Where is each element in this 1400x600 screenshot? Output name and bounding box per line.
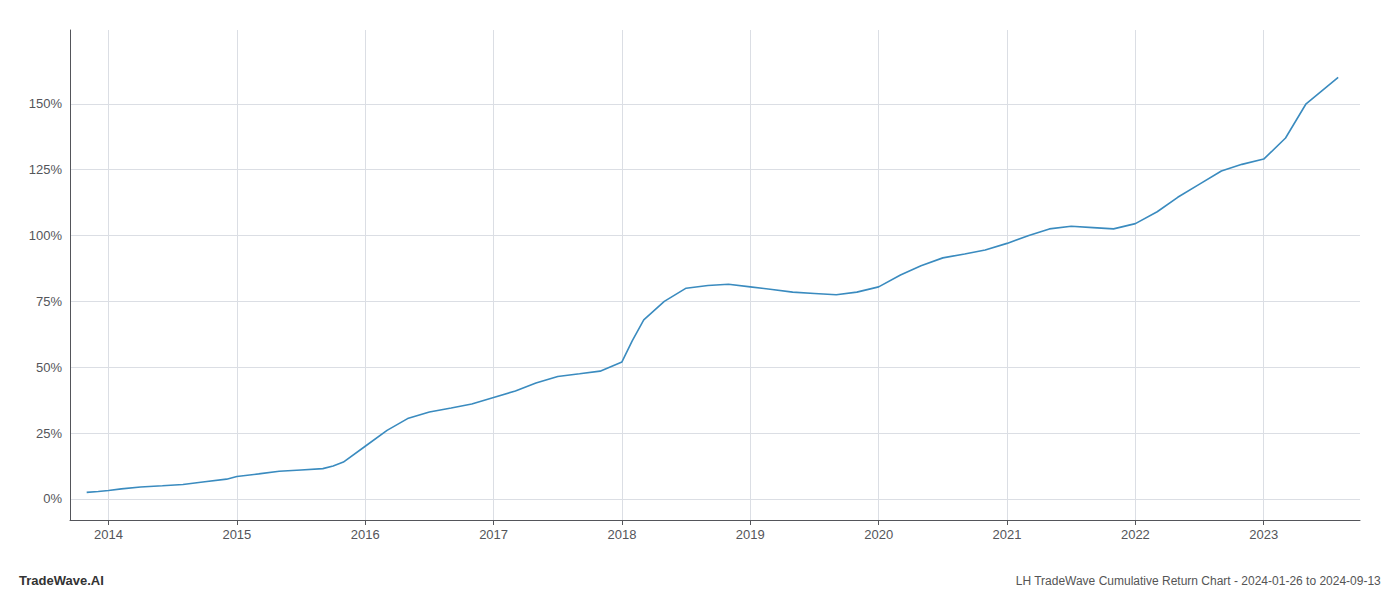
svg-text:LH TradeWave Cumulative Return: LH TradeWave Cumulative Return Chart - 2…	[1016, 574, 1381, 588]
svg-text:2019: 2019	[736, 527, 765, 542]
svg-text:TradeWave.AI: TradeWave.AI	[19, 573, 104, 588]
svg-text:2021: 2021	[993, 527, 1022, 542]
svg-text:2023: 2023	[1249, 527, 1278, 542]
svg-text:2014: 2014	[94, 527, 123, 542]
svg-text:50%: 50%	[36, 360, 62, 375]
svg-text:100%: 100%	[29, 228, 63, 243]
svg-text:2020: 2020	[864, 527, 893, 542]
svg-text:2018: 2018	[607, 527, 636, 542]
svg-text:0%: 0%	[43, 491, 62, 506]
svg-text:75%: 75%	[36, 294, 62, 309]
svg-text:2022: 2022	[1121, 527, 1150, 542]
svg-text:2017: 2017	[479, 527, 508, 542]
svg-text:125%: 125%	[29, 162, 63, 177]
svg-text:2016: 2016	[351, 527, 380, 542]
svg-text:2015: 2015	[222, 527, 251, 542]
svg-text:25%: 25%	[36, 426, 62, 441]
svg-text:150%: 150%	[29, 96, 63, 111]
